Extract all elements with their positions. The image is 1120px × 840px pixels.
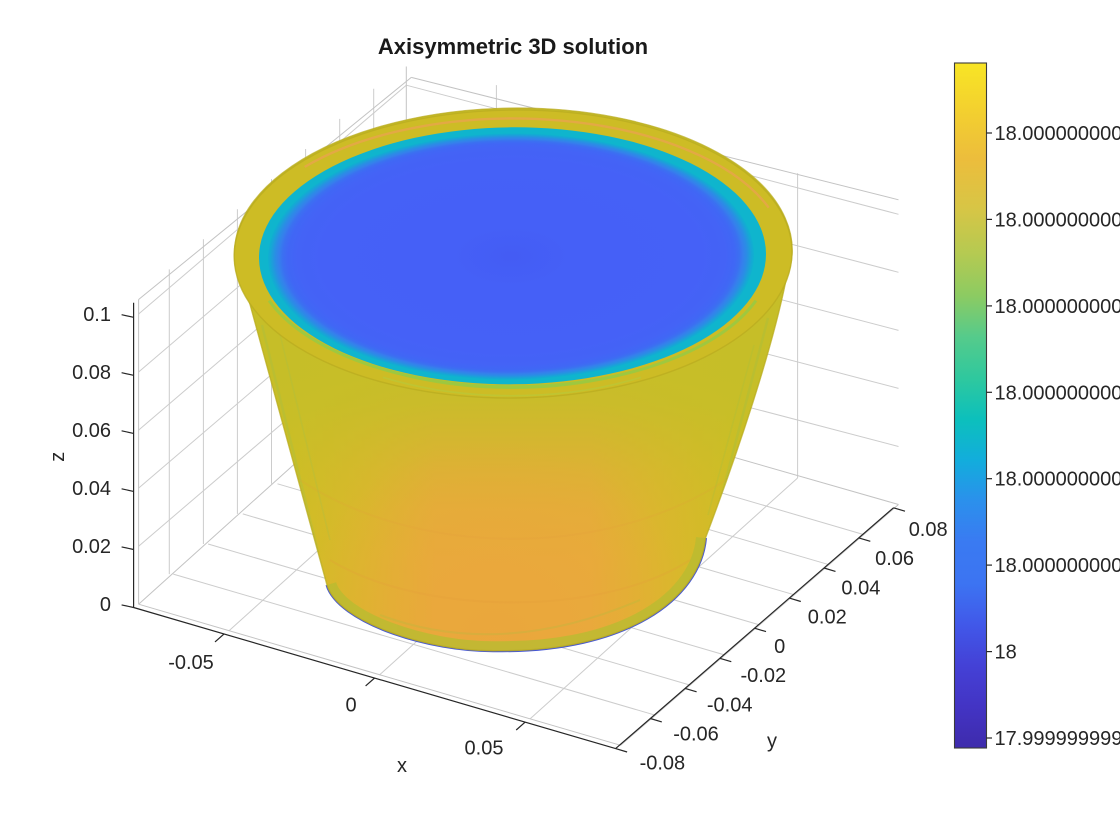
svg-text:Axisymmetric 3D solution: Axisymmetric 3D solution [378, 34, 648, 59]
svg-text:0: 0 [345, 695, 356, 717]
svg-text:0: 0 [774, 636, 785, 658]
svg-text:-0.02: -0.02 [741, 665, 787, 687]
svg-text:0.08: 0.08 [909, 519, 948, 541]
svg-text:-0.05: -0.05 [168, 652, 214, 674]
svg-text:0.04: 0.04 [841, 577, 880, 599]
svg-text:18.00000000000: 18.00000000000 [995, 209, 1120, 231]
svg-text:18.00000000000: 18.00000000000 [995, 469, 1120, 491]
svg-text:18.00000000000: 18.00000000000 [995, 382, 1120, 404]
svg-text:y: y [767, 731, 777, 753]
svg-text:z: z [47, 452, 69, 462]
svg-text:18: 18 [995, 642, 1017, 664]
svg-text:-0.08: -0.08 [640, 753, 686, 775]
svg-text:18.00000000000: 18.00000000000 [995, 296, 1120, 318]
svg-text:18.00000000000: 18.00000000000 [995, 555, 1120, 577]
svg-text:-0.04: -0.04 [707, 694, 753, 716]
svg-text:18.00000000000: 18.00000000000 [995, 123, 1120, 145]
svg-text:0.02: 0.02 [808, 607, 847, 629]
svg-text:0.06: 0.06 [72, 420, 111, 442]
svg-text:0.02: 0.02 [72, 536, 111, 558]
svg-text:0.06: 0.06 [875, 548, 914, 570]
svg-text:x: x [397, 755, 407, 777]
svg-text:-0.06: -0.06 [673, 724, 719, 746]
svg-text:0.08: 0.08 [72, 362, 111, 384]
svg-text:0.05: 0.05 [465, 738, 504, 760]
svg-text:0.1: 0.1 [83, 304, 111, 326]
svg-text:0: 0 [100, 594, 111, 616]
svg-text:17.99999999999: 17.99999999999 [995, 728, 1120, 750]
svg-text:0.04: 0.04 [72, 478, 111, 500]
